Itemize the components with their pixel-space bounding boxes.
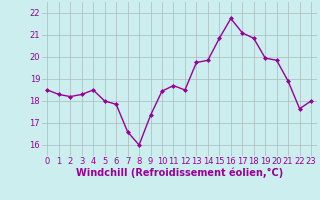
X-axis label: Windchill (Refroidissement éolien,°C): Windchill (Refroidissement éolien,°C): [76, 168, 283, 178]
